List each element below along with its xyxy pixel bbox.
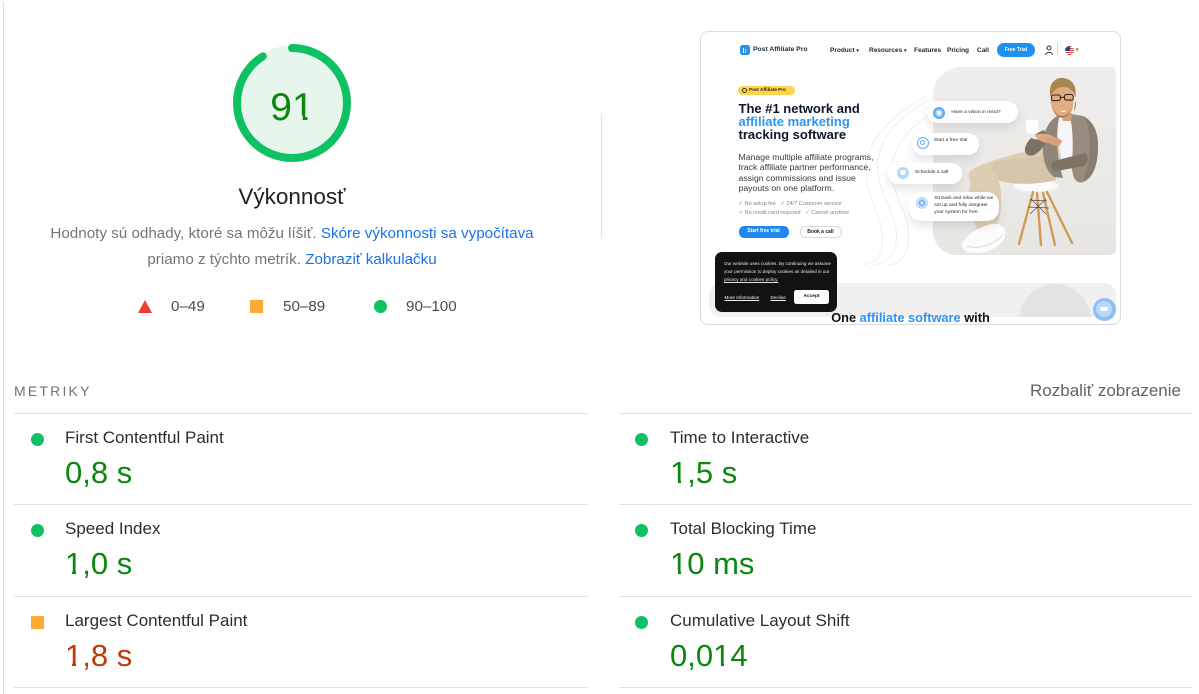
svg-text:91: 91 [270, 86, 313, 129]
